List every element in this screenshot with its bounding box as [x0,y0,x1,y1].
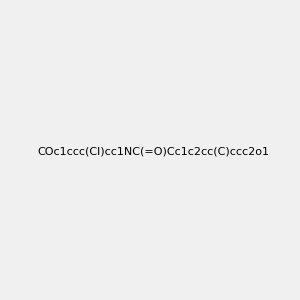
Text: COc1ccc(Cl)cc1NC(=O)Cc1c2cc(C)ccc2o1: COc1ccc(Cl)cc1NC(=O)Cc1c2cc(C)ccc2o1 [38,146,270,157]
